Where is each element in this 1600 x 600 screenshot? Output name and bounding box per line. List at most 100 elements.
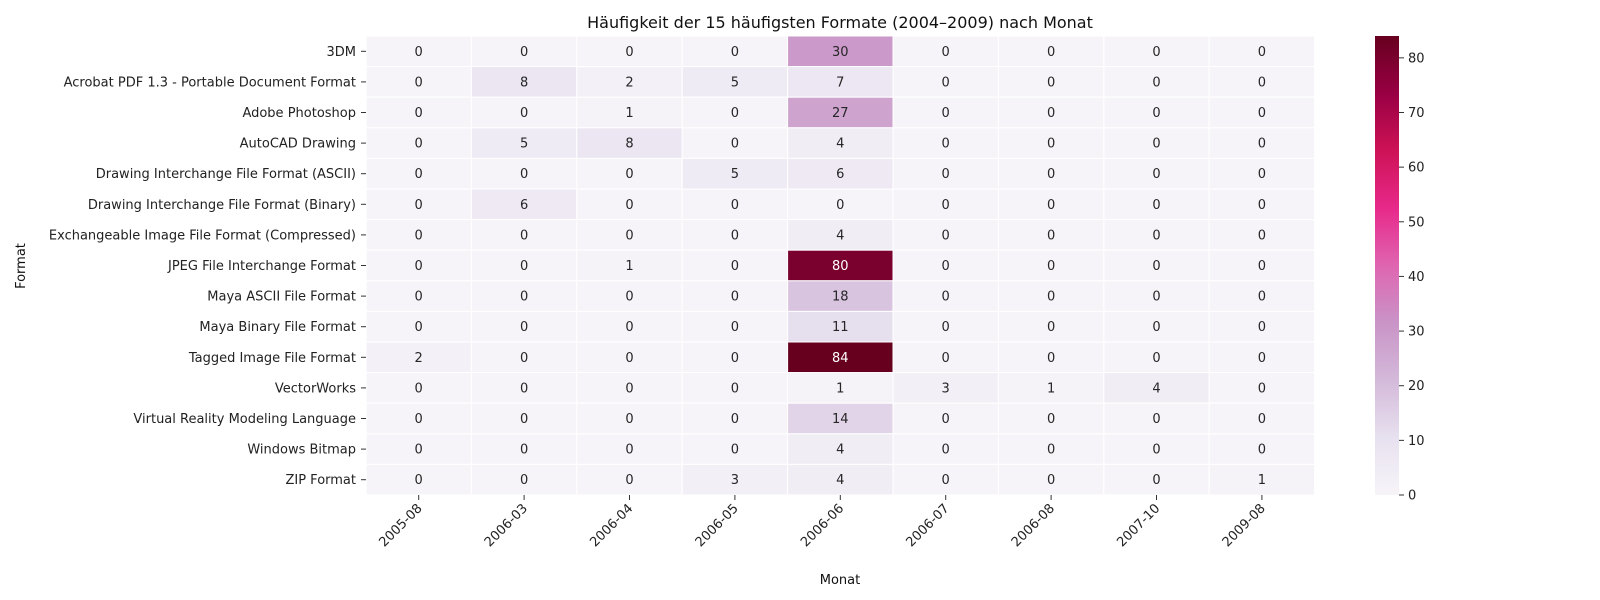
cell-value-label: 0 [1047,320,1055,335]
cell-value-label: 7 [836,75,844,90]
heatmap-cell [470,35,578,68]
heatmap-cell [997,402,1105,435]
y-axis-ticks: 3DM Acrobat PDF 1.3 - Portable Document F… [49,45,366,488]
colorbar-tick-label: 40 [1408,270,1425,285]
cell-value-label: 0 [625,45,633,60]
heatmap-cell [997,249,1105,282]
heatmap-cell [1208,310,1316,343]
y-tick-label: Drawing Interchange File Format (ASCII) [96,167,356,182]
cell-value-label: 0 [1152,228,1160,243]
heatmap-cell [787,188,894,221]
cell-value-label: 0 [625,351,633,366]
heatmap-cell [470,433,578,465]
cell-value-label: 4 [1152,381,1160,396]
x-axis-label: Monat [820,573,860,588]
cell-value-label: 0 [415,259,423,274]
heatmap-cell [576,280,683,312]
cell-value-label: 0 [625,167,633,182]
heatmap-cell [1208,96,1316,129]
y-tick-label: JPEG File Interchange Format [167,259,356,274]
y-tick-label: Maya Binary File Format [199,320,356,335]
cell-value-label: 0 [731,381,739,396]
cell-value-label: 5 [731,167,739,182]
heatmap-cell [576,66,683,98]
cell-value-label: 14 [832,412,849,427]
y-tick-label: Maya ASCII File Format [207,290,356,305]
cell-value-label: 4 [836,137,844,152]
cell-value-label: 0 [415,473,423,488]
cell-value-label: 0 [415,320,423,335]
cell-value-label: 0 [415,290,423,305]
heatmap-cell [997,310,1105,343]
heatmap-cells: 0 0 0 0 30 0 0 0 00 8 2 5 7 0 0 0 00 0 1 0 27 0 0 0 00 5 8 0 4 0 0 0 00 0… [365,35,1316,496]
cell-value-label: 8 [520,75,528,90]
cell-value-label: 0 [1047,228,1055,243]
cell-value-label: 0 [942,443,950,458]
heatmap-cell [1208,249,1316,282]
heatmap-cell [681,433,789,465]
cell-value-label: 0 [1047,45,1055,60]
heatmap-cell [365,280,472,312]
cell-value-label: 0 [415,45,423,60]
heatmap-cell [787,341,894,374]
heatmap-cell [470,310,578,343]
colorbar [1375,36,1399,495]
cell-value-label: 11 [832,320,849,335]
heatmap-cell [892,341,999,374]
heatmap-cell [1208,372,1316,404]
heatmap-cell [1208,463,1316,496]
cell-value-label: 1 [625,106,633,121]
heatmap-cell [576,463,683,496]
heatmap-cell [1208,157,1316,190]
heatmap-cell [1103,35,1210,68]
cell-value-label: 0 [520,228,528,243]
cell-value-label: 80 [832,259,849,274]
heatmap-cell [681,402,789,435]
heatmap-cell [1103,66,1210,98]
cell-value-label: 0 [942,198,950,213]
cell-value-label: 0 [1047,443,1055,458]
heatmap-cell [470,188,578,221]
heatmap-cell [365,341,472,374]
cell-value-label: 0 [520,106,528,121]
heatmap-cell [787,219,894,251]
heatmap-cell [787,433,894,465]
cell-value-label: 0 [1258,290,1266,305]
cell-value-label: 0 [1047,290,1055,305]
cell-value-label: 0 [520,259,528,274]
cell-value-label: 0 [1152,473,1160,488]
colorbar-tick-label: 10 [1408,434,1425,449]
cell-value-label: 0 [731,443,739,458]
heatmap-cell [1208,280,1316,312]
heatmap-cell [1103,310,1210,343]
y-tick-label: Exchangeable Image File Format (Compress… [49,228,356,243]
x-tick-label: 2009-08 [1220,501,1269,550]
cell-value-label: 0 [1047,198,1055,213]
heatmap-cell [1208,341,1316,374]
colorbar-tick-label: 80 [1408,51,1425,66]
heatmap-cell [365,463,472,496]
cell-value-label: 0 [942,137,950,152]
cell-value-label: 0 [520,320,528,335]
heatmap-cell [892,372,999,404]
heatmap-cell [365,188,472,221]
cell-value-label: 0 [1152,259,1160,274]
cell-value-label: 0 [731,351,739,366]
cell-value-label: 0 [625,228,633,243]
heatmap-cell [787,280,894,312]
cell-value-label: 0 [942,290,950,305]
x-tick-label: 2005-08 [377,501,426,550]
heatmap-cell [365,310,472,343]
cell-value-label: 0 [836,198,844,213]
cell-value-label: 0 [415,443,423,458]
heatmap-cell [892,188,999,221]
cell-value-label: 0 [942,167,950,182]
y-tick-label: Acrobat PDF 1.3 - Portable Document Form… [64,75,356,90]
cell-value-label: 84 [832,351,849,366]
cell-value-label: 0 [415,167,423,182]
cell-value-label: 1 [1047,381,1055,396]
colorbar-tick-label: 20 [1408,379,1425,394]
heatmap-cell [470,280,578,312]
y-tick-label: Windows Bitmap [247,443,356,458]
cell-value-label: 0 [1258,198,1266,213]
